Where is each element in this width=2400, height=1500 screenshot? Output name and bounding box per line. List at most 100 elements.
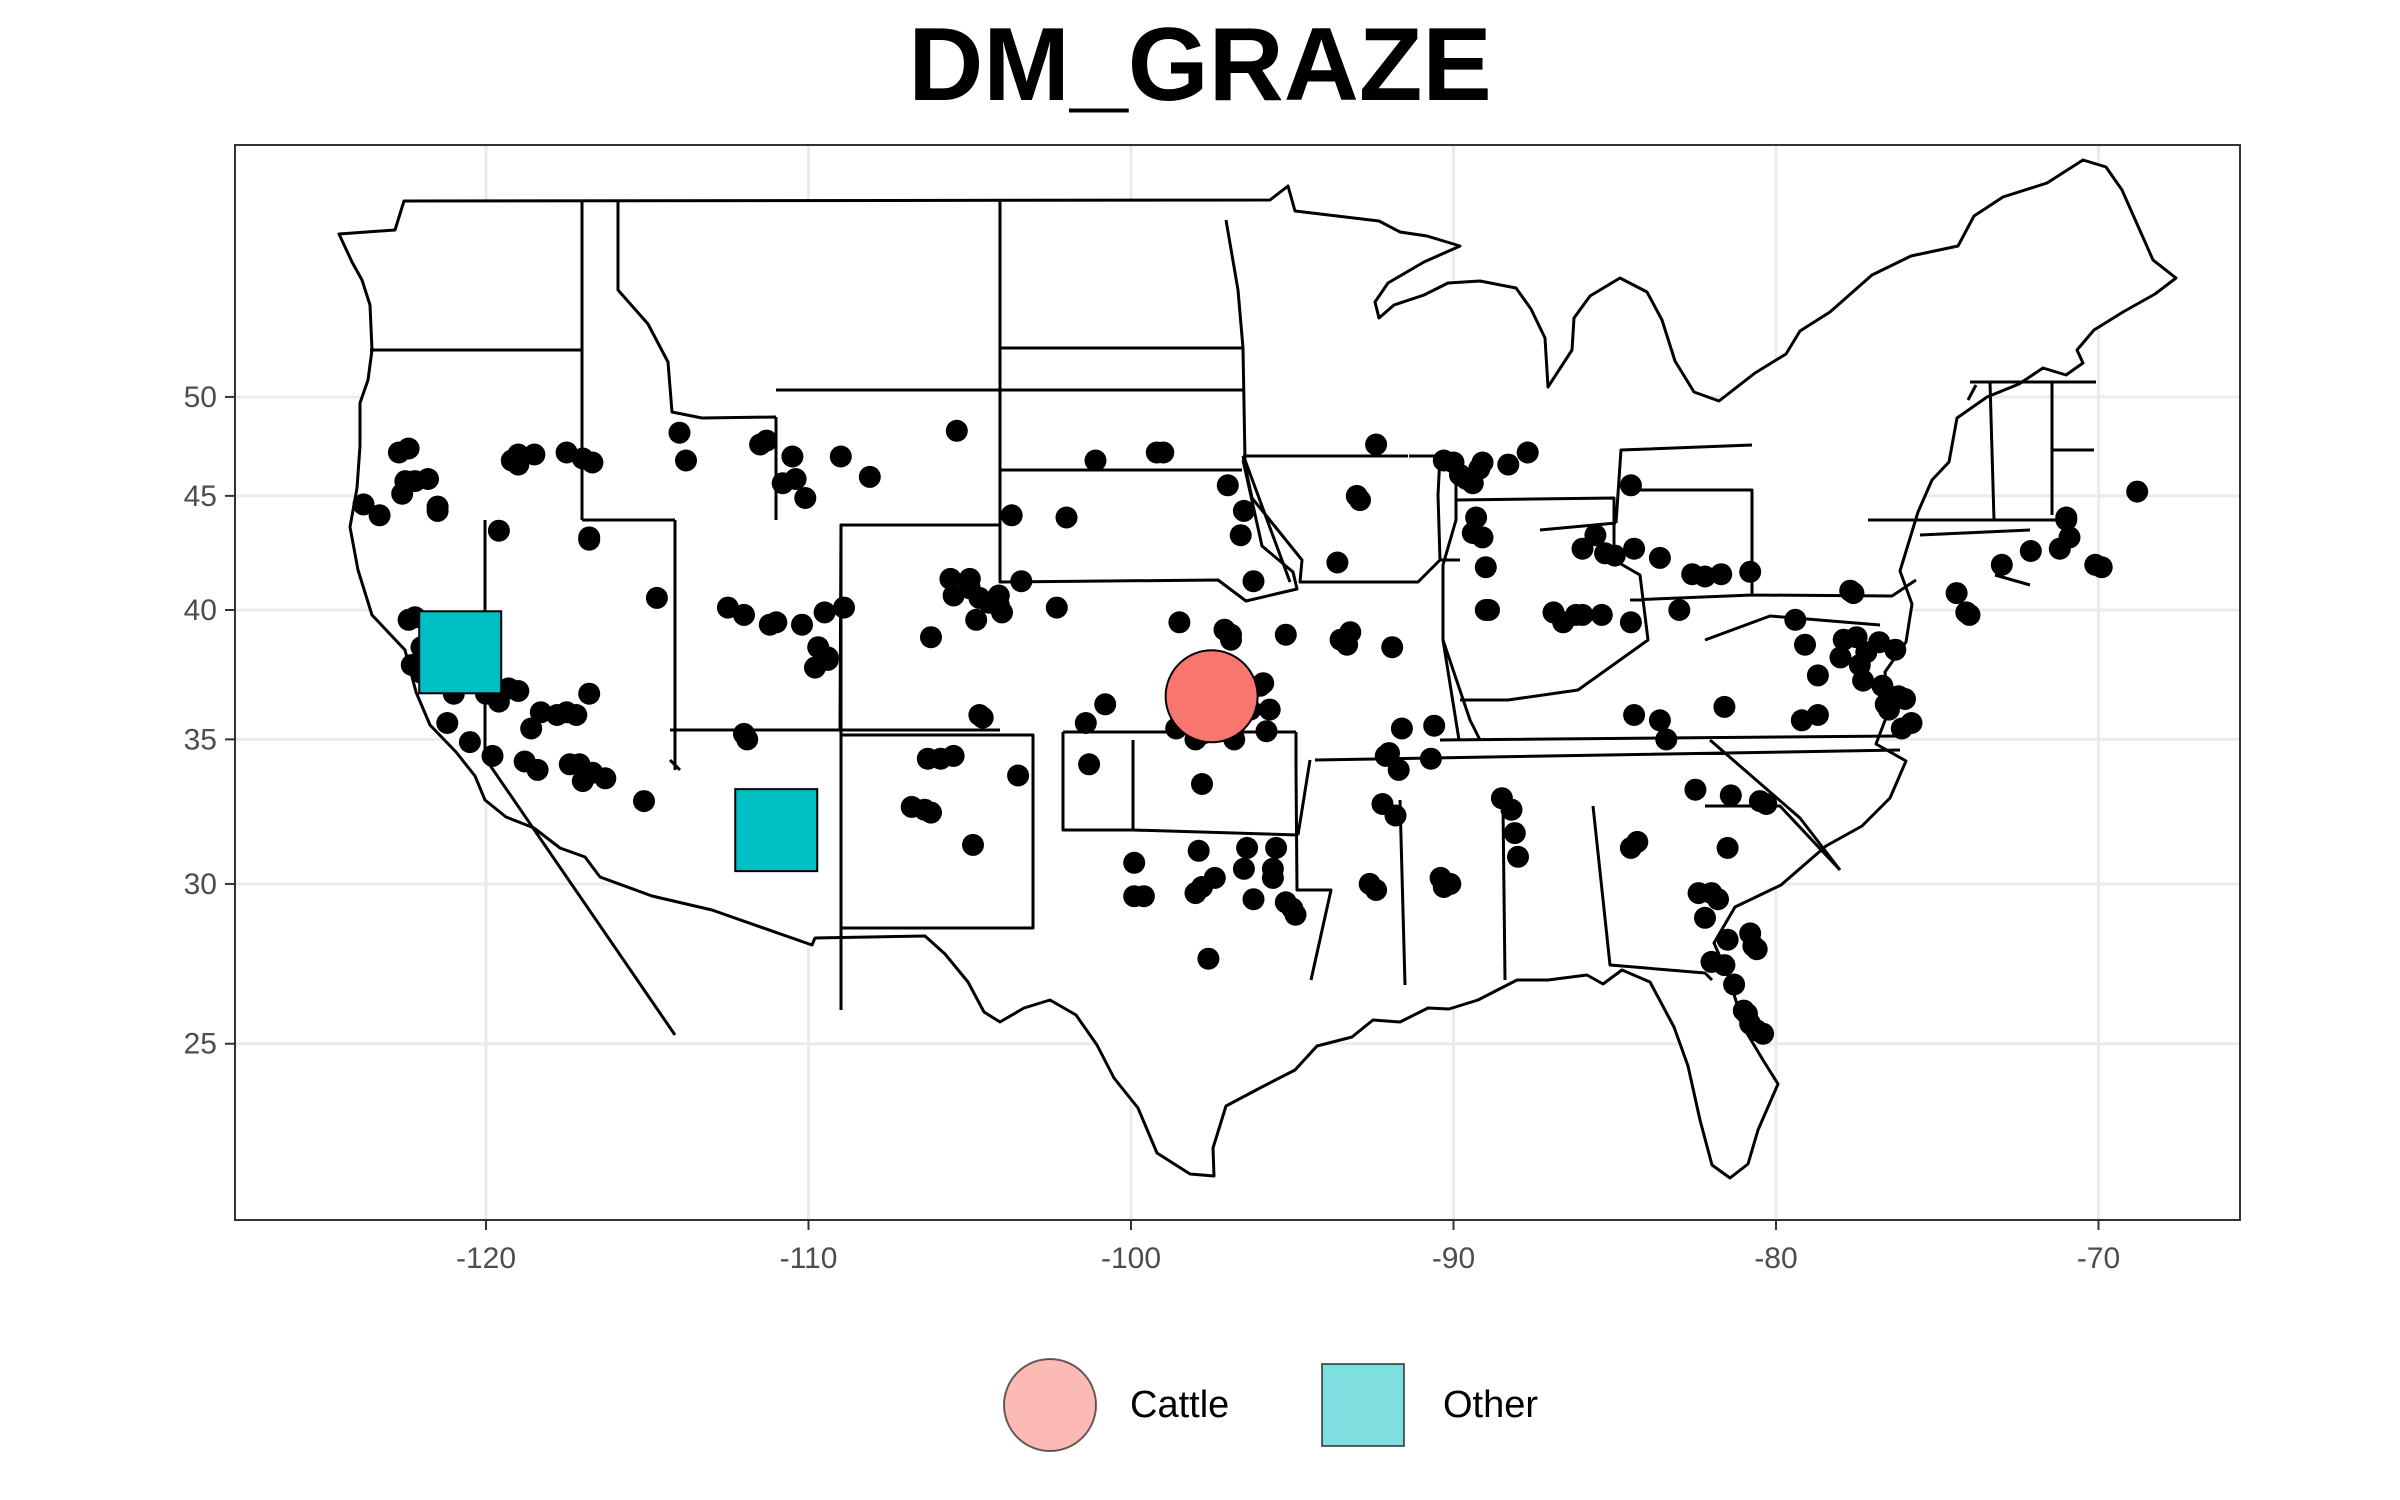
site-point — [833, 596, 855, 619]
site-point — [1168, 611, 1191, 634]
site-point — [1284, 903, 1307, 926]
site-point — [1694, 565, 1716, 588]
site-point — [436, 712, 459, 734]
site-point — [594, 767, 617, 790]
site-point — [1713, 954, 1736, 977]
site-point — [1619, 474, 1642, 497]
site-point — [1191, 773, 1213, 795]
site-point — [1871, 674, 1894, 697]
site-point — [791, 613, 813, 636]
site-point — [1274, 623, 1297, 646]
site-point — [1829, 646, 1852, 669]
site-point — [1007, 764, 1030, 787]
site-point — [2019, 540, 2042, 562]
x-tick-label: -120 — [456, 1242, 516, 1275]
site-point — [1842, 582, 1865, 605]
site-point — [1429, 866, 1452, 889]
site-point — [1387, 758, 1410, 781]
site-point — [1723, 973, 1746, 996]
site-point — [1748, 790, 1771, 813]
site-point — [368, 504, 391, 527]
site-point — [1874, 693, 1897, 716]
site-point — [1423, 714, 1446, 737]
site-point — [1390, 717, 1413, 740]
site-point — [1955, 601, 1978, 624]
site-point — [829, 445, 852, 468]
site-point — [813, 601, 836, 624]
site-point — [2055, 506, 2078, 529]
site-point — [1623, 537, 1646, 560]
site-point — [1229, 524, 1252, 547]
y-axis: 25 30 35 40 45 50 — [184, 381, 235, 1061]
y-tick-label: 40 — [184, 594, 217, 627]
site-point — [1232, 857, 1255, 880]
site-point — [1074, 712, 1097, 734]
site-point — [1806, 704, 1829, 726]
site-point — [1213, 618, 1236, 641]
site-point — [1419, 747, 1442, 770]
site-point — [1571, 603, 1594, 626]
site-point — [1371, 793, 1394, 815]
site-point — [1552, 611, 1575, 634]
us-states-map — [337, 158, 2178, 1180]
site-point — [1000, 504, 1023, 527]
site-point — [1507, 845, 1529, 868]
site-point — [1713, 695, 1736, 718]
site-point — [781, 445, 804, 468]
site-point — [1242, 888, 1265, 911]
site-point — [426, 499, 449, 522]
site-point — [2048, 537, 2071, 560]
site-point — [1626, 830, 1649, 853]
site-point — [987, 594, 1010, 617]
site-point — [1739, 560, 1762, 583]
site-point — [1084, 449, 1107, 472]
site-point — [1152, 441, 1175, 464]
site-point — [526, 758, 549, 781]
site-point — [1945, 582, 1968, 605]
highlight-markers — [418, 610, 1259, 873]
site-point — [581, 451, 604, 474]
site-point — [858, 465, 881, 488]
site-point — [1497, 453, 1520, 476]
site-point — [1197, 947, 1220, 970]
site-point — [1232, 499, 1255, 522]
plot-panel — [234, 144, 2241, 1221]
site-point — [675, 449, 697, 472]
site-point — [578, 526, 601, 549]
site-point — [771, 472, 794, 495]
us-outline — [337, 158, 2178, 1180]
site-point — [733, 722, 755, 745]
site-points — [352, 419, 2149, 1045]
site-point — [1471, 526, 1494, 549]
map-title: DM_GRAZE — [908, 7, 1492, 123]
site-point — [920, 626, 942, 649]
site-point — [1619, 611, 1642, 634]
legend-key-other — [1321, 1363, 1405, 1447]
site-point — [529, 701, 552, 724]
site-point — [507, 680, 530, 702]
site-point — [1474, 599, 1497, 621]
site-point — [1045, 596, 1068, 619]
x-tick-label: -100 — [1101, 1242, 1161, 1275]
site-point — [1216, 474, 1239, 497]
site-point — [1716, 928, 1739, 951]
site-point — [939, 567, 962, 590]
site-point — [965, 608, 988, 631]
y-tick-label: 50 — [184, 381, 217, 414]
site-point — [1078, 753, 1101, 776]
site-point — [1884, 638, 1907, 661]
site-point — [755, 429, 778, 452]
site-point — [1752, 1022, 1775, 1045]
site-point — [2126, 480, 2149, 503]
site-point — [1648, 546, 1671, 569]
site-point — [1474, 556, 1497, 579]
site-point — [942, 744, 965, 767]
site-point — [523, 443, 546, 466]
site-point — [1365, 879, 1388, 901]
site-point — [507, 453, 530, 476]
legend-label: Other — [1443, 1384, 1538, 1426]
site-point — [1255, 720, 1278, 743]
site-point — [1590, 603, 1613, 626]
y-tick-label: 25 — [184, 1028, 217, 1061]
